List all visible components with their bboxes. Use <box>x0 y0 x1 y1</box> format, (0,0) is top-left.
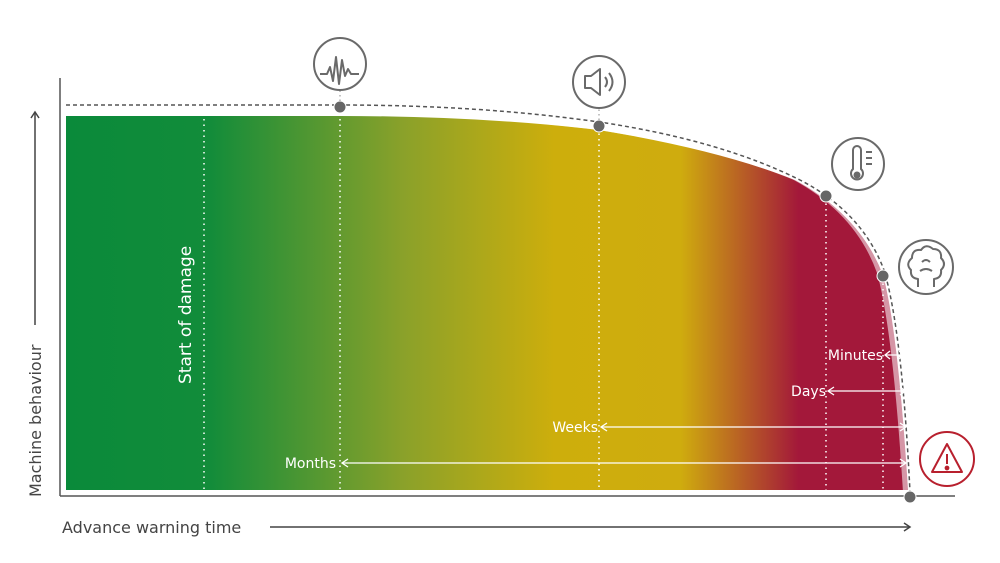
x-axis-arrow <box>270 522 912 532</box>
smoke-icon <box>898 239 954 295</box>
axes <box>59 78 955 497</box>
y-axis-arrow <box>30 110 40 325</box>
interval-label-days: Days <box>791 384 826 400</box>
marker-noise <box>592 119 606 133</box>
marker-vibration <box>333 100 347 114</box>
noise-speaker-icon <box>572 55 626 109</box>
interval-label-minutes: Minutes <box>828 348 883 364</box>
arrow-days <box>826 386 908 396</box>
arrow-months <box>340 458 908 468</box>
start-of-damage-label: Start of damage <box>176 246 196 384</box>
curve-band <box>66 105 913 493</box>
warning-triangle-icon <box>919 431 975 487</box>
guide-lines <box>203 108 884 490</box>
x-axis-label: Advance warning time <box>62 518 241 537</box>
marker-temperature <box>819 189 833 203</box>
icon-connectors <box>339 90 600 120</box>
interval-label-weeks: Weeks <box>552 420 598 436</box>
arrow-minutes <box>883 350 906 360</box>
temperature-thermometer-icon <box>831 137 885 191</box>
marker-failure <box>903 490 917 504</box>
y-axis-label: Machine behaviour <box>26 344 45 497</box>
condition-area <box>66 116 908 490</box>
interval-label-months: Months <box>285 456 336 472</box>
vibration-icon <box>313 37 367 91</box>
arrow-weeks <box>599 422 908 432</box>
marker-smoke <box>876 269 890 283</box>
p-f-curve <box>66 104 911 493</box>
interval-arrows <box>340 350 908 468</box>
